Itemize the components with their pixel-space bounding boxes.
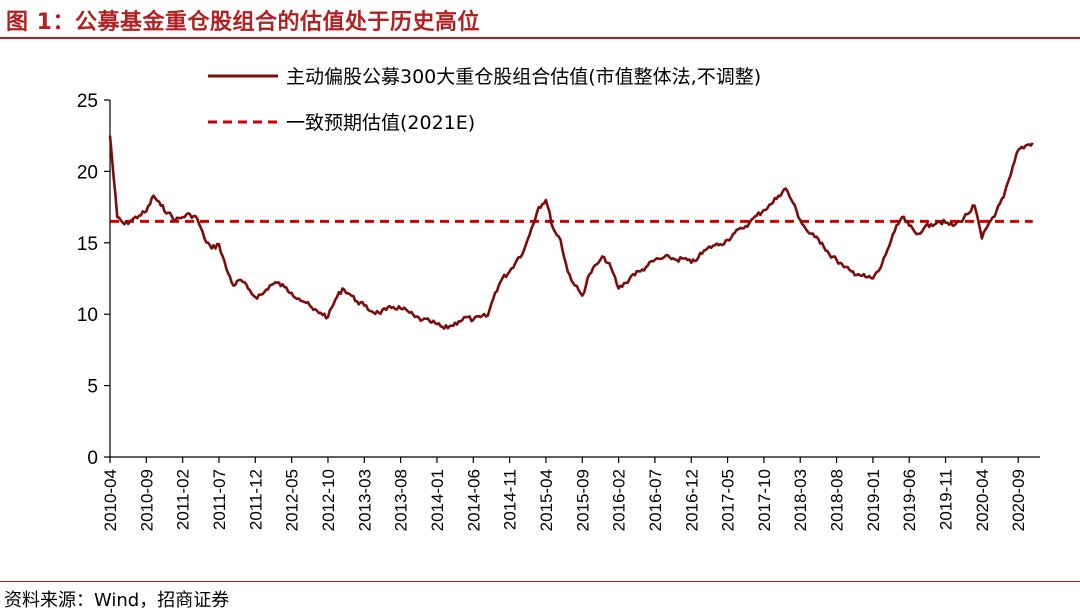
x-tick-label: 2010-04: [101, 469, 120, 531]
line-chart: 0 5 10 15 20 25 2010-04 2010-09 2011-02 2011-07 20…: [77, 66, 1040, 531]
x-tick-label: 2020-04: [973, 469, 992, 531]
x-tick-label: 2016-12: [682, 469, 701, 531]
x-tick-label: 2016-07: [646, 469, 665, 531]
title-divider: [0, 37, 1080, 39]
x-tick-label: 2013-03: [355, 469, 374, 531]
chart-legend: 主动偏股公募300大重仓股组合估值(市值整体法,不调整) 一致预期估值(2021E…: [208, 66, 761, 134]
y-tick-label: 20: [77, 162, 98, 183]
x-tick-label: 2012-10: [319, 469, 338, 531]
x-tick-label: 2016-02: [610, 469, 629, 531]
x-tick-label: 2017-05: [719, 469, 738, 531]
legend-label-expected: 一致预期估值(2021E): [286, 112, 475, 134]
chart-axes: 0 5 10 15 20 25 2010-04 2010-09 2011-02 2011-07 20…: [77, 91, 1040, 531]
footer-divider: [0, 581, 1080, 582]
x-tick-label: 2020-09: [1009, 469, 1028, 531]
y-tick-label: 25: [77, 91, 98, 112]
chart-title: 图 1：公募基金重仓股组合的估值处于历史高位: [6, 10, 480, 35]
x-tick-label: 2015-04: [537, 469, 556, 531]
source-note: 资料来源：Wind，招商证券: [4, 590, 230, 611]
y-tick-label: 15: [77, 234, 98, 255]
x-tick-label: 2017-10: [755, 469, 774, 531]
x-tick-label: 2014-11: [501, 469, 520, 530]
x-tick-label: 2013-08: [392, 469, 411, 531]
y-tick-label: 0: [87, 448, 98, 469]
x-tick-label: 2015-09: [573, 469, 592, 531]
x-tick-label: 2014-06: [464, 469, 483, 531]
x-tick-label: 2018-03: [791, 469, 810, 531]
x-tick-label: 2010-09: [137, 469, 156, 531]
x-tick-label: 2011-02: [174, 469, 193, 530]
x-tick-label: 2018-08: [828, 469, 847, 531]
x-tick-label: 2011-12: [246, 469, 265, 530]
y-tick-label: 10: [77, 305, 98, 326]
x-tick-label: 2014-01: [428, 469, 447, 531]
x-tick-label: 2019-11: [937, 469, 956, 530]
x-tick-label: 2011-07: [210, 469, 229, 530]
legend-label-actual: 主动偏股公募300大重仓股组合估值(市值整体法,不调整): [286, 66, 761, 88]
series-layer: [108, 135, 1034, 330]
y-tick-label: 5: [87, 377, 98, 398]
x-tick-label: 2012-05: [283, 469, 302, 531]
x-tick-label: 2019-06: [900, 469, 919, 531]
x-tick-label: 2019-01: [864, 469, 883, 531]
series-line-actual: [108, 135, 1034, 330]
